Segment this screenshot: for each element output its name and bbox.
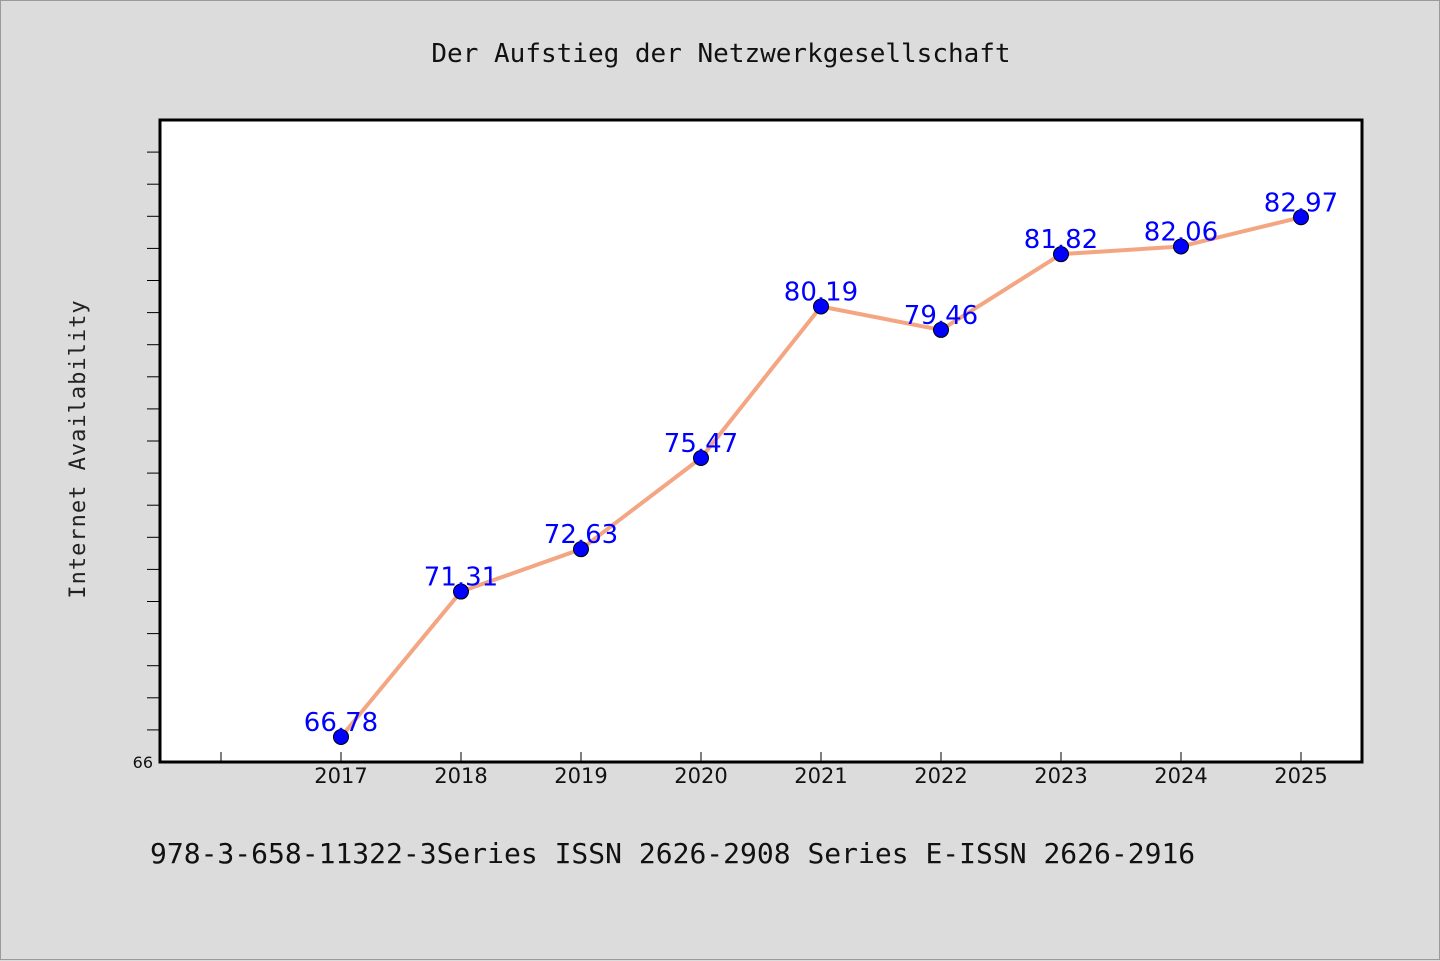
- data-label-2017: 66.78: [304, 708, 378, 738]
- data-label-2018: 71.31: [424, 563, 498, 593]
- chart-title: Der Aufstieg der Netzwerkgesellschaft: [431, 39, 1010, 69]
- x-tick-label-2021: 2021: [794, 764, 847, 788]
- data-point-2024: [1173, 238, 1189, 255]
- x-tick-label-2018: 2018: [434, 764, 487, 788]
- y-tick-label-66: 66: [133, 753, 153, 772]
- x-tick-label-2019: 2019: [554, 764, 607, 788]
- data-label-2022: 79.46: [904, 301, 978, 331]
- data-point-2021: [813, 298, 829, 315]
- data-point-2023: [1053, 246, 1069, 263]
- x-tick-label-2025: 2025: [1274, 764, 1327, 788]
- x-tick-label-2022: 2022: [914, 764, 967, 788]
- x-tick-label-2024: 2024: [1154, 764, 1207, 788]
- data-label-2021: 80.19: [784, 278, 858, 308]
- data-point-2017: [333, 728, 349, 745]
- data-label-2025: 82.97: [1264, 188, 1338, 218]
- data-label-2020: 75.47: [664, 429, 738, 459]
- y-axis-ticks: [147, 151, 160, 731]
- y-axis-label: Internet Availability: [66, 299, 91, 598]
- data-label-2023: 81.82: [1024, 225, 1098, 255]
- data-point-2025: [1293, 209, 1309, 226]
- data-point-2018: [453, 583, 469, 600]
- footer-isbn-text: 978-3-658-11322-3Series ISSN 2626-2908 S…: [150, 837, 1195, 870]
- x-tick-label-2023: 2023: [1034, 764, 1087, 788]
- plot-area: [158, 118, 1364, 764]
- data-label-2024: 82.06: [1144, 217, 1218, 247]
- data-point-2022: [933, 321, 949, 338]
- series-line-group: 66.78 71.31 72.63 75.47 80.19 79.46 81.82 82.06…: [304, 188, 1338, 745]
- data-point-2020: [693, 450, 709, 467]
- x-tick-label-2017: 2017: [314, 764, 367, 788]
- data-label-2019: 72.63: [544, 520, 618, 550]
- x-tick-label-2020: 2020: [674, 764, 727, 788]
- x-axis-ticks: 2017 2018 2019 2020 2021 2022 2023 2024 2025: [220, 752, 1328, 788]
- data-point-2019: [573, 541, 589, 558]
